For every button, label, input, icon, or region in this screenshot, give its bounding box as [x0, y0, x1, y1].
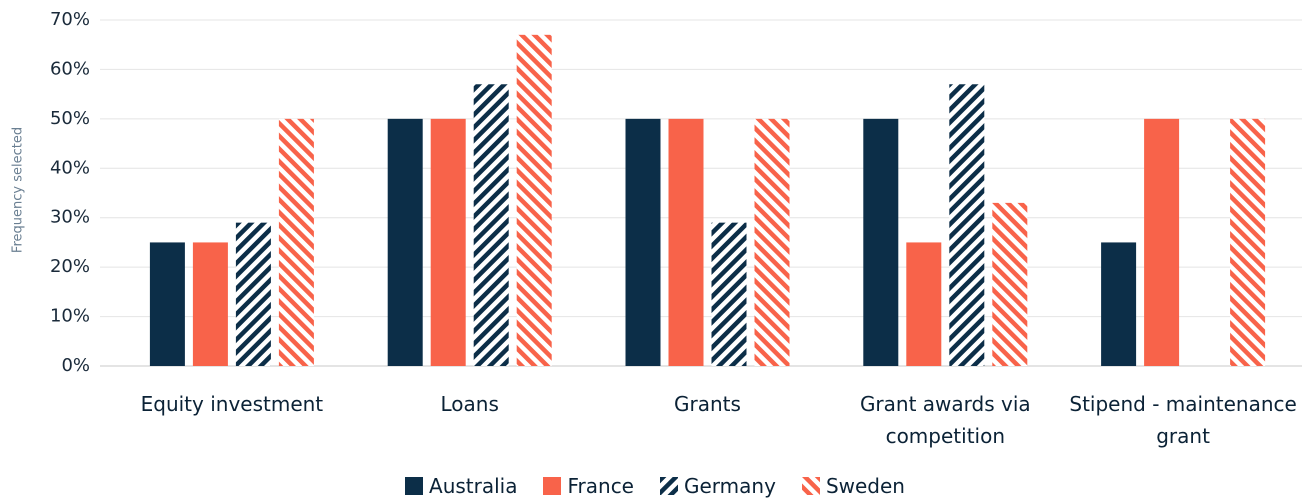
y-tick-label: 20%: [50, 256, 90, 277]
y-tick-label: 60%: [50, 58, 90, 79]
legend-swatch: [801, 477, 820, 495]
legend-swatch: [543, 477, 562, 495]
legend-item: Sweden: [801, 474, 905, 498]
legend-item: France: [543, 474, 634, 498]
y-tick-label: 30%: [50, 207, 90, 228]
bar: [235, 222, 271, 366]
bar: [992, 202, 1028, 366]
legend-swatch: [405, 477, 424, 495]
x-tick-label: Loans: [440, 392, 499, 416]
bar: [668, 118, 704, 366]
bar: [863, 118, 899, 366]
legend-label: Australia: [429, 474, 518, 498]
legend-label: Germany: [684, 474, 776, 498]
legend-item: Germany: [660, 474, 776, 498]
bar: [516, 34, 552, 366]
y-tick-label: 10%: [50, 306, 90, 327]
bar: [711, 222, 747, 366]
bar: [430, 118, 466, 366]
y-tick-label: 0%: [61, 355, 90, 376]
bar: [387, 118, 423, 366]
x-tick-label: Grants: [674, 392, 741, 416]
bar: [192, 242, 228, 366]
y-tick-label: 40%: [50, 157, 90, 178]
bar: [1101, 242, 1137, 366]
bar: [1230, 118, 1266, 366]
bar: [278, 118, 314, 366]
bar: [149, 242, 185, 366]
legend-swatch: [660, 477, 678, 495]
x-tick-label: Grant awards via competition: [859, 392, 1031, 448]
y-axis-label: Frequency selected: [11, 127, 26, 253]
bar: [1144, 118, 1180, 366]
legend-item: Australia: [405, 474, 517, 498]
x-tick-label: Equity investment: [140, 392, 324, 416]
legend-label: Sweden: [825, 474, 905, 498]
bar: [473, 84, 509, 366]
bar: [949, 84, 985, 366]
bar: [906, 242, 942, 366]
x-tick-label: Stipend - maintenance grant: [1069, 392, 1297, 448]
legend-label: France: [567, 474, 634, 498]
bar: [754, 118, 790, 366]
y-tick-label: 50%: [50, 108, 90, 129]
y-tick-label: 70%: [50, 9, 90, 30]
legend: Australia France Germany Sweden: [0, 474, 1310, 498]
bar: [625, 118, 661, 366]
